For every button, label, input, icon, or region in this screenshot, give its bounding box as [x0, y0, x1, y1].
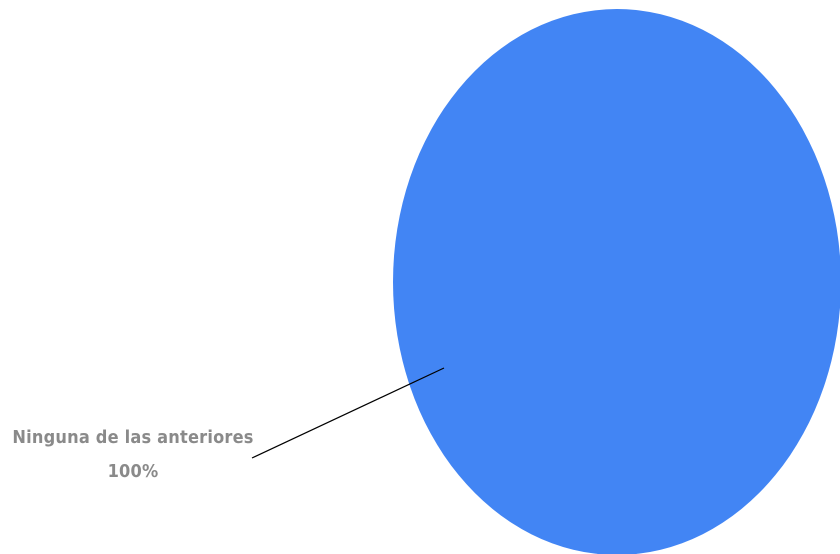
leader-lines	[251, 367, 445, 459]
slice-label-value: 100%	[108, 461, 159, 482]
pie-slices	[393, 9, 840, 554]
slice-label-name: Ninguna de las anteriores	[12, 427, 253, 448]
slice-labels: Ninguna de las anteriores 100%	[12, 427, 253, 482]
leader-line	[251, 367, 445, 459]
pie-slice	[393, 9, 840, 554]
